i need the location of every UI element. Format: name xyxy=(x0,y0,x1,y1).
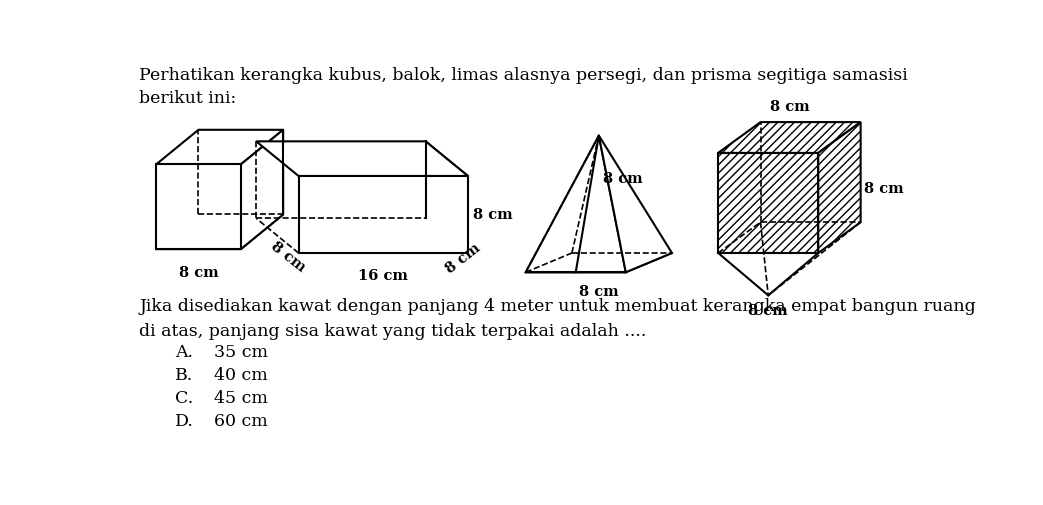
Polygon shape xyxy=(156,165,241,249)
Text: Perhatikan kerangka kubus, balok, limas alasnya persegi, dan prisma segitiga sam: Perhatikan kerangka kubus, balok, limas … xyxy=(139,67,907,107)
Text: 8 cm: 8 cm xyxy=(749,304,789,318)
Text: 8 cm: 8 cm xyxy=(178,265,218,279)
Text: 45 cm: 45 cm xyxy=(214,389,268,407)
Text: 8 cm: 8 cm xyxy=(770,99,809,114)
Polygon shape xyxy=(719,154,819,254)
Polygon shape xyxy=(298,177,468,254)
Text: 8 cm: 8 cm xyxy=(579,284,618,298)
Text: 35 cm: 35 cm xyxy=(214,343,268,361)
Text: 40 cm: 40 cm xyxy=(214,367,268,383)
Text: 60 cm: 60 cm xyxy=(214,413,268,430)
Text: 8 cm: 8 cm xyxy=(603,172,642,185)
Text: 8 cm: 8 cm xyxy=(865,181,904,195)
Polygon shape xyxy=(426,142,468,254)
Text: 16 cm: 16 cm xyxy=(359,269,408,283)
Polygon shape xyxy=(526,136,626,273)
Polygon shape xyxy=(719,123,860,154)
Text: 8 cm: 8 cm xyxy=(268,238,308,274)
Text: 8 cm: 8 cm xyxy=(472,208,512,222)
Polygon shape xyxy=(241,130,283,249)
Text: D.: D. xyxy=(175,413,194,430)
Text: Jika disediakan kawat dengan panjang 4 meter untuk membuat kerangka empat bangun: Jika disediakan kawat dengan panjang 4 m… xyxy=(139,297,976,339)
Polygon shape xyxy=(819,123,860,254)
Polygon shape xyxy=(156,130,283,165)
Polygon shape xyxy=(156,215,283,249)
Polygon shape xyxy=(257,142,468,177)
Polygon shape xyxy=(599,136,672,273)
Text: 8 cm: 8 cm xyxy=(443,240,483,275)
Polygon shape xyxy=(526,254,672,273)
Text: C.: C. xyxy=(175,389,194,407)
Text: A.: A. xyxy=(175,343,193,361)
Text: B.: B. xyxy=(175,367,194,383)
